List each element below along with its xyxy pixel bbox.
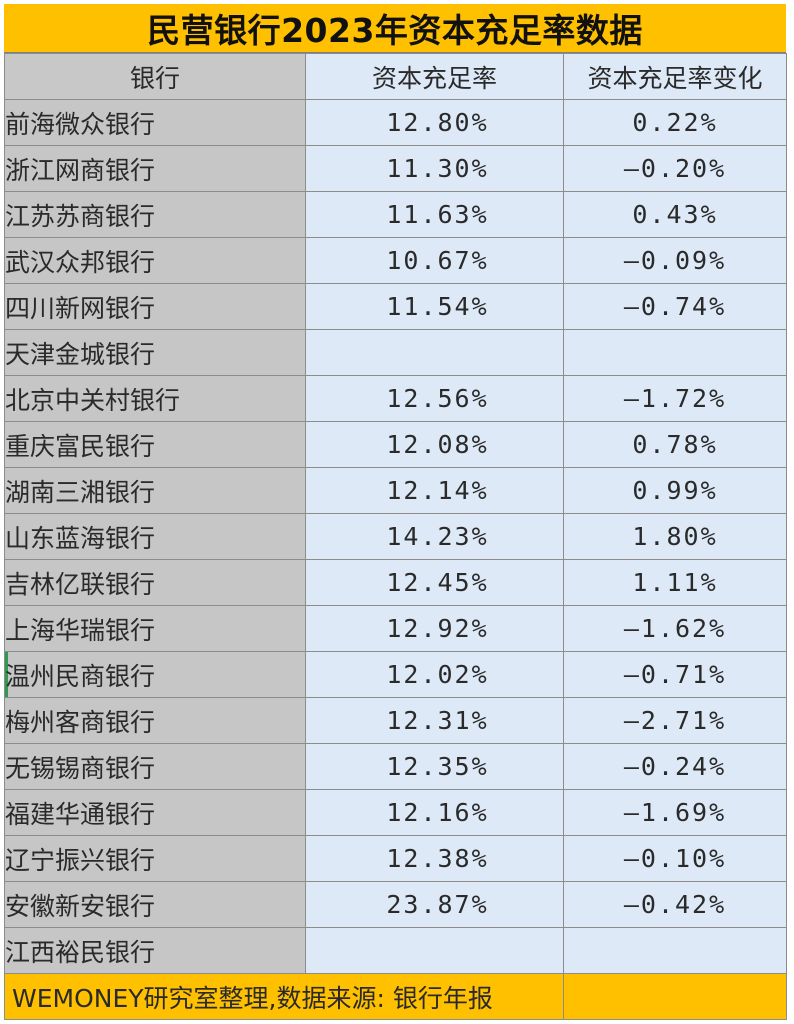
table-row: 梅州客商银行 12.31% –2.71% bbox=[4, 697, 787, 744]
sheet-title[interactable]: 民营银行2023年资本充足率数据 bbox=[4, 4, 786, 53]
capital-ratio-cell[interactable]: 12.56% bbox=[305, 375, 564, 422]
capital-ratio-cell[interactable]: 12.92% bbox=[305, 605, 564, 652]
bank-name-cell[interactable]: 辽宁振兴银行 bbox=[4, 835, 306, 882]
footer-empty-cell[interactable] bbox=[563, 973, 787, 1020]
ratio-change-cell[interactable]: 0.78% bbox=[563, 421, 787, 468]
capital-ratio-cell[interactable]: 11.30% bbox=[305, 145, 564, 192]
bank-name-cell[interactable]: 武汉众邦银行 bbox=[4, 237, 306, 284]
source-note[interactable]: WEMONEY研究室整理,数据来源: 银行年报 bbox=[4, 973, 564, 1020]
ratio-change-cell[interactable]: –0.42% bbox=[563, 881, 787, 928]
ratio-change-cell[interactable]: –0.71% bbox=[563, 651, 787, 698]
bank-name-cell[interactable]: 江西裕民银行 bbox=[4, 927, 306, 974]
bank-name-cell[interactable]: 吉林亿联银行 bbox=[4, 559, 306, 606]
capital-ratio-cell[interactable]: 11.54% bbox=[305, 283, 564, 330]
bank-name-cell[interactable]: 福建华通银行 bbox=[4, 789, 306, 836]
bank-name-cell[interactable]: 天津金城银行 bbox=[4, 329, 306, 376]
capital-ratio-cell[interactable]: 12.16% bbox=[305, 789, 564, 836]
capital-ratio-cell[interactable]: 12.02% bbox=[305, 651, 564, 698]
table-row: 前海微众银行 12.80% 0.22% bbox=[4, 99, 787, 146]
table-row: 吉林亿联银行 12.45% 1.11% bbox=[4, 559, 787, 606]
bank-name-cell-selected[interactable]: 温州民商银行 bbox=[4, 651, 306, 698]
capital-ratio-cell[interactable]: 12.80% bbox=[305, 99, 564, 146]
ratio-change-cell[interactable]: –0.10% bbox=[563, 835, 787, 882]
table-row: 浙江网商银行 11.30% –0.20% bbox=[4, 145, 787, 192]
capital-ratio-cell[interactable]: 12.14% bbox=[305, 467, 564, 514]
capital-ratio-cell[interactable]: 12.35% bbox=[305, 743, 564, 790]
bank-name-cell[interactable]: 四川新网银行 bbox=[4, 283, 306, 330]
capital-ratio-cell[interactable]: 14.23% bbox=[305, 513, 564, 560]
capital-ratio-cell[interactable]: 10.67% bbox=[305, 237, 564, 284]
bank-name-cell[interactable]: 梅州客商银行 bbox=[4, 697, 306, 744]
header-bank[interactable]: 银行 bbox=[4, 53, 306, 100]
bank-name-cell[interactable]: 湖南三湘银行 bbox=[4, 467, 306, 514]
ratio-change-cell[interactable]: 0.43% bbox=[563, 191, 787, 238]
bank-name-cell[interactable]: 北京中关村银行 bbox=[4, 375, 306, 422]
capital-ratio-cell[interactable]: 12.38% bbox=[305, 835, 564, 882]
bank-name-cell[interactable]: 上海华瑞银行 bbox=[4, 605, 306, 652]
table-row: 安徽新安银行 23.87% –0.42% bbox=[4, 881, 787, 928]
table-row: 四川新网银行 11.54% –0.74% bbox=[4, 283, 787, 330]
header-capital-adequacy-change[interactable]: 资本充足率变化 bbox=[563, 53, 787, 100]
header-row: 银行 资本充足率 资本充足率变化 bbox=[4, 53, 787, 100]
table-row: 辽宁振兴银行 12.38% –0.10% bbox=[4, 835, 787, 882]
capital-ratio-cell[interactable]: 12.45% bbox=[305, 559, 564, 606]
capital-ratio-cell[interactable]: 12.08% bbox=[305, 421, 564, 468]
bank-name-cell[interactable]: 前海微众银行 bbox=[4, 99, 306, 146]
capital-ratio-cell[interactable]: 11.63% bbox=[305, 191, 564, 238]
table-row: 天津金城银行 bbox=[4, 329, 787, 376]
ratio-change-cell[interactable]: –0.20% bbox=[563, 145, 787, 192]
table-row: 上海华瑞银行 12.92% –1.62% bbox=[4, 605, 787, 652]
table-row: 武汉众邦银行 10.67% –0.09% bbox=[4, 237, 787, 284]
capital-ratio-cell[interactable] bbox=[305, 927, 564, 974]
table-row-selected: 温州民商银行 12.02% –0.71% bbox=[4, 651, 787, 698]
capital-ratio-cell[interactable] bbox=[305, 329, 564, 376]
ratio-change-cell[interactable]: 0.99% bbox=[563, 467, 787, 514]
capital-ratio-cell[interactable]: 23.87% bbox=[305, 881, 564, 928]
table-row: 湖南三湘银行 12.14% 0.99% bbox=[4, 467, 787, 514]
ratio-change-cell[interactable] bbox=[563, 927, 787, 974]
ratio-change-cell[interactable]: –0.24% bbox=[563, 743, 787, 790]
bank-name-cell[interactable]: 江苏苏商银行 bbox=[4, 191, 306, 238]
table-row: 重庆富民银行 12.08% 0.78% bbox=[4, 421, 787, 468]
capital-adequacy-table: 银行 资本充足率 资本充足率变化 前海微众银行 12.80% 0.22% 浙江网… bbox=[4, 53, 787, 1020]
ratio-change-cell[interactable]: 1.11% bbox=[563, 559, 787, 606]
table-row: 江苏苏商银行 11.63% 0.43% bbox=[4, 191, 787, 238]
table-row: 江西裕民银行 bbox=[4, 927, 787, 974]
ratio-change-cell[interactable]: –0.09% bbox=[563, 237, 787, 284]
ratio-change-cell[interactable]: –1.69% bbox=[563, 789, 787, 836]
ratio-change-cell[interactable]: 0.22% bbox=[563, 99, 787, 146]
ratio-change-cell[interactable]: 1.80% bbox=[563, 513, 787, 560]
ratio-change-cell[interactable]: –0.74% bbox=[563, 283, 787, 330]
bank-name-cell[interactable]: 安徽新安银行 bbox=[4, 881, 306, 928]
bank-name-cell[interactable]: 浙江网商银行 bbox=[4, 145, 306, 192]
footer-row: WEMONEY研究室整理,数据来源: 银行年报 bbox=[4, 973, 787, 1020]
bank-name-cell[interactable]: 无锡锡商银行 bbox=[4, 743, 306, 790]
table-row: 无锡锡商银行 12.35% –0.24% bbox=[4, 743, 787, 790]
bank-name-cell[interactable]: 山东蓝海银行 bbox=[4, 513, 306, 560]
table-row: 山东蓝海银行 14.23% 1.80% bbox=[4, 513, 787, 560]
ratio-change-cell[interactable]: –1.62% bbox=[563, 605, 787, 652]
ratio-change-cell[interactable]: –1.72% bbox=[563, 375, 787, 422]
ratio-change-cell[interactable] bbox=[563, 329, 787, 376]
bank-name-cell[interactable]: 重庆富民银行 bbox=[4, 421, 306, 468]
header-capital-adequacy[interactable]: 资本充足率 bbox=[305, 53, 564, 100]
table-row: 北京中关村银行 12.56% –1.72% bbox=[4, 375, 787, 422]
capital-ratio-cell[interactable]: 12.31% bbox=[305, 697, 564, 744]
table-row: 福建华通银行 12.16% –1.69% bbox=[4, 789, 787, 836]
ratio-change-cell[interactable]: –2.71% bbox=[563, 697, 787, 744]
